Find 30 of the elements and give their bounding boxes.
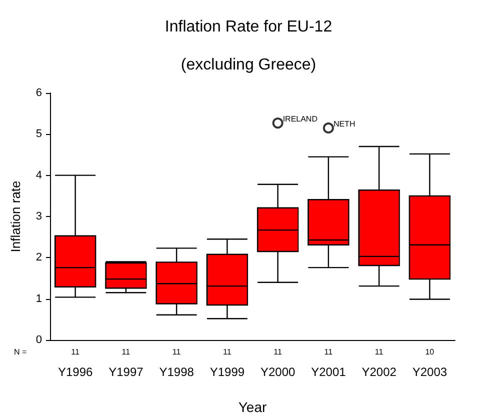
text: 11 [324, 348, 334, 356]
y-axis-title: Inflation rate [8, 180, 23, 252]
x-tick-label: Y2001 [311, 365, 346, 379]
chart-subtitle: (excluding Greece) [180, 56, 316, 74]
y-tick-label: 0 [36, 334, 42, 346]
y-tick-label: 1 [36, 292, 42, 305]
x-tick-label: Y2002 [362, 365, 397, 379]
x-axis-title: Year [238, 399, 267, 415]
x-tick-label: Y1998 [159, 365, 194, 379]
x-tick-label: Y2000 [260, 365, 296, 379]
text: 11 [223, 348, 232, 356]
x-tick-label: Y1999 [210, 365, 245, 379]
text: 10 [425, 348, 435, 356]
y-tick-label: 3 [36, 210, 42, 222]
text: 11 [122, 348, 131, 356]
y-tick-label: 6 [36, 87, 42, 99]
x-tick-label: Y2003 [412, 365, 448, 379]
text: 11 [274, 348, 283, 356]
y-tick-label: 5 [36, 128, 42, 140]
y-tick-label: 4 [36, 169, 42, 182]
y-tick-label: 2 [36, 252, 42, 264]
x-tick-label: Y1997 [108, 365, 144, 379]
x-tick-label: Y1996 [58, 365, 93, 379]
text: 11 [374, 348, 384, 356]
text: N = [14, 348, 27, 356]
annotation: NETH [333, 119, 356, 128]
text: 11 [71, 348, 80, 356]
text: 11 [172, 348, 182, 356]
annotation: IRELAND [282, 114, 318, 124]
chart-title: Inflation Rate for EU-12 [164, 18, 332, 36]
